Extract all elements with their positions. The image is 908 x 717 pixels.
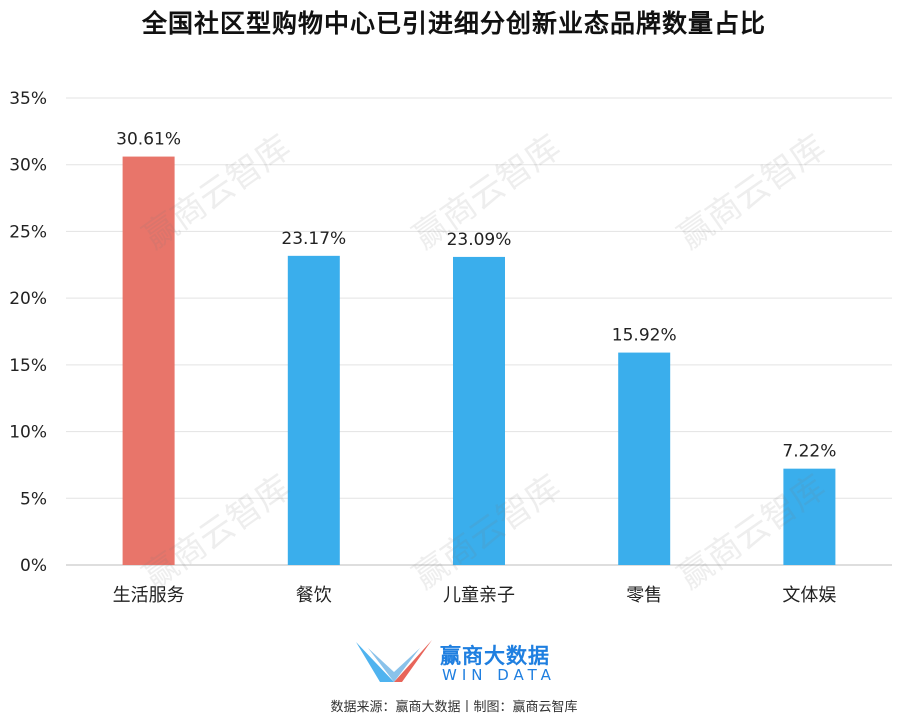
y-tick-label: 0%: [20, 556, 47, 576]
source-note: 数据来源：赢商大数据丨制图：赢商云智库: [330, 700, 578, 715]
x-tick-label: 文体娱: [782, 585, 836, 606]
y-tick-label: 25%: [9, 222, 47, 242]
win-data-logo: 赢商大数据 WIN DATA: [354, 638, 564, 688]
x-tick-label: 儿童亲子: [443, 585, 515, 606]
bar: [287, 255, 340, 565]
logo-subtitle: WIN DATA: [442, 666, 556, 684]
chart-title: 全国社区型购物中心已引进细分创新业态品牌数量占比: [141, 9, 766, 38]
x-tick-label: 餐饮: [296, 585, 332, 606]
data-label: 15.92%: [612, 326, 677, 346]
x-tick-label: 零售: [626, 585, 662, 606]
logo-icon: [356, 640, 432, 682]
bar: [122, 156, 175, 566]
data-label: 30.61%: [116, 130, 181, 150]
y-tick-label: 35%: [9, 89, 47, 109]
y-tick-label: 10%: [9, 423, 47, 443]
data-label: 23.09%: [447, 230, 512, 250]
x-tick-label: 生活服务: [113, 585, 185, 606]
y-tick-label: 5%: [20, 489, 47, 509]
logo-name: 赢商大数据: [440, 644, 550, 668]
bar: [453, 256, 505, 565]
y-tick-label: 15%: [9, 356, 47, 376]
bar: [783, 468, 836, 565]
data-label: 23.17%: [281, 229, 346, 249]
bar: [618, 352, 671, 565]
data-label: 7.22%: [782, 442, 836, 462]
y-tick-label: 30%: [9, 156, 47, 176]
y-tick-label: 20%: [9, 289, 47, 309]
